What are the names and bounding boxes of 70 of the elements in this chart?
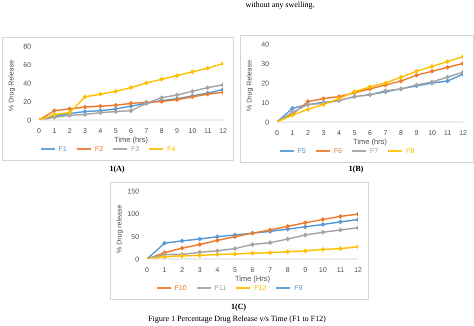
point <box>398 74 404 80</box>
point <box>268 250 273 256</box>
point <box>174 73 180 78</box>
point <box>214 248 220 254</box>
point <box>285 249 290 254</box>
point <box>113 88 118 94</box>
point <box>398 78 404 84</box>
point <box>445 64 450 70</box>
text: without any swelling. <box>244 0 316 9</box>
line-series <box>147 225 358 259</box>
point <box>214 238 220 243</box>
point <box>445 74 450 80</box>
point <box>113 102 118 108</box>
point <box>205 66 210 71</box>
point <box>302 248 308 254</box>
point <box>320 246 326 252</box>
point <box>82 112 88 117</box>
point <box>290 106 295 111</box>
point <box>302 224 308 230</box>
point <box>306 106 310 112</box>
point <box>338 214 343 219</box>
point <box>205 85 210 90</box>
point <box>162 240 168 246</box>
point <box>338 219 343 224</box>
point <box>159 95 164 100</box>
point <box>430 68 434 74</box>
point <box>174 92 180 98</box>
point <box>250 250 255 256</box>
point <box>128 108 134 114</box>
point <box>144 80 149 86</box>
point <box>159 76 164 82</box>
point <box>445 78 450 84</box>
point <box>52 108 57 114</box>
point <box>128 100 134 106</box>
point <box>197 252 202 258</box>
point <box>232 246 238 252</box>
point <box>320 217 326 222</box>
point <box>180 238 185 244</box>
point <box>285 236 290 242</box>
point <box>197 242 202 247</box>
caption: Figure 1 Percentage Drug Release v/s Time (F1 to F12) <box>147 314 327 323</box>
point <box>197 236 202 242</box>
point <box>180 246 185 251</box>
point <box>82 94 88 100</box>
point <box>445 59 450 64</box>
point <box>320 230 326 235</box>
point <box>98 92 103 97</box>
point <box>113 109 118 114</box>
point <box>414 72 419 78</box>
point <box>190 69 195 74</box>
point <box>190 88 195 94</box>
point <box>414 68 419 74</box>
point <box>268 240 273 246</box>
point <box>162 254 168 259</box>
point <box>67 106 72 112</box>
point <box>430 64 434 69</box>
point <box>128 85 134 90</box>
point <box>82 104 88 110</box>
point <box>321 96 326 102</box>
point <box>285 224 290 229</box>
text: 1(C) <box>230 302 248 311</box>
line-series <box>147 244 358 259</box>
point <box>302 232 308 238</box>
line-series <box>39 61 223 120</box>
text: 1(A) <box>108 164 126 173</box>
point <box>320 222 326 228</box>
point <box>250 242 255 247</box>
point <box>214 252 220 257</box>
point <box>302 220 308 226</box>
text: 1(B) <box>348 164 364 173</box>
